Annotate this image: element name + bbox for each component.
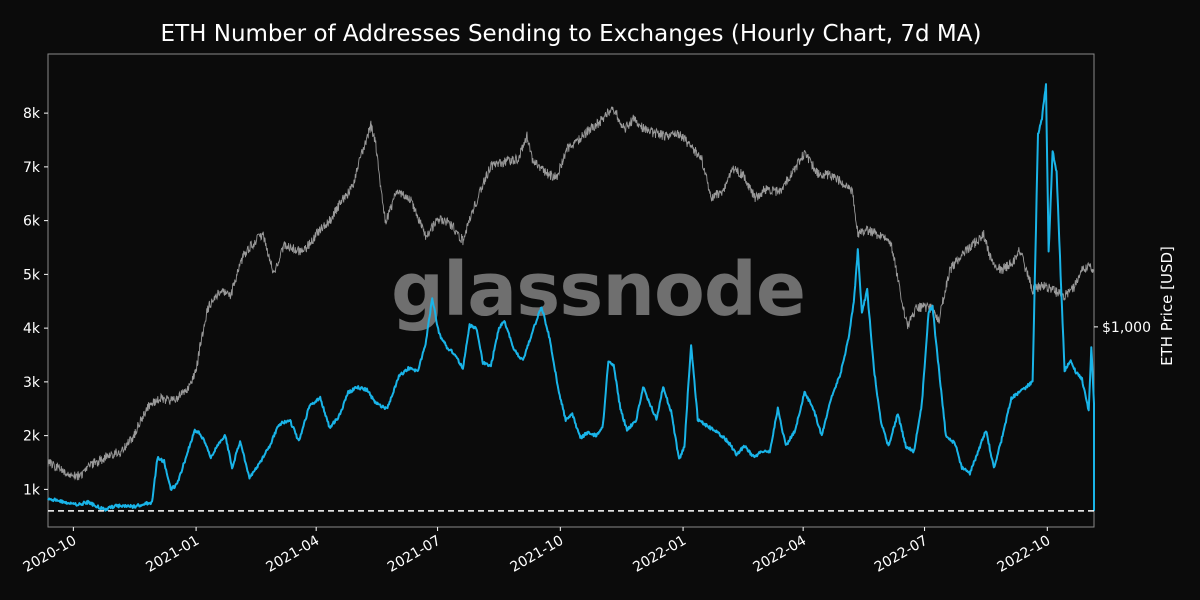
price-layer	[47, 106, 1095, 481]
y-tick-label: 4k	[23, 321, 41, 337]
addresses-layer	[47, 83, 1095, 512]
right-tick-label: $1,000	[1102, 320, 1151, 336]
y-tick-label: 2k	[23, 429, 41, 445]
y-tick-label: 7k	[23, 160, 41, 176]
chart-title: ETH Number of Addresses Sending to Excha…	[161, 21, 982, 47]
y-tick-label: 8k	[23, 106, 41, 122]
right-axis-label: ETH Price [USD]	[1158, 246, 1176, 366]
y-tick-label: 1k	[23, 482, 41, 498]
y-tick-label: 5k	[23, 267, 41, 283]
watermark: glassnode	[391, 247, 805, 333]
addresses-line	[47, 83, 1095, 512]
y-tick-label: 3k	[23, 375, 41, 391]
eth-price-line	[47, 106, 1095, 481]
y-tick-label: 6k	[23, 214, 41, 230]
